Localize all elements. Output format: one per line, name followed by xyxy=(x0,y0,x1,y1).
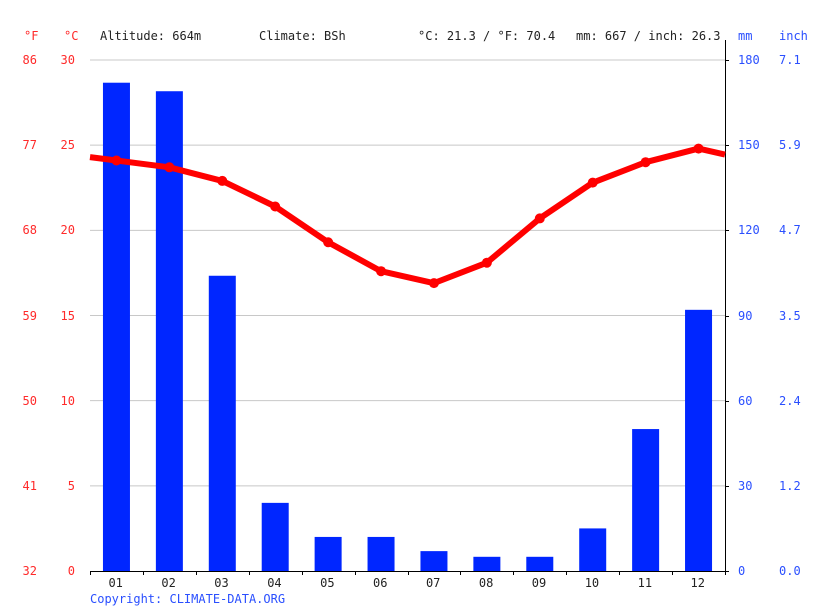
axis-tick-label: 0.0 xyxy=(779,564,801,578)
axis-tick-label: 5.9 xyxy=(779,138,801,153)
axis-tick-label: 25 xyxy=(60,138,75,153)
month-label: 05 xyxy=(320,576,335,590)
axis-tick-label: 60 xyxy=(738,393,753,408)
temperature-point xyxy=(640,157,651,168)
precipitation-bar xyxy=(685,309,713,571)
inch-unit-label: inch xyxy=(779,29,808,43)
temperature-point xyxy=(693,143,704,154)
axis-tick-label: 30 xyxy=(60,53,75,67)
axis-tick-label: 0 xyxy=(67,564,75,578)
temperature-point xyxy=(534,213,545,224)
precipitation-bar xyxy=(314,536,342,571)
temperature-line xyxy=(89,145,726,287)
axis-tick-label: 0 xyxy=(738,564,746,578)
month-label: 02 xyxy=(161,576,176,590)
annual-precipitation-label: mm: 667 / inch: 26.3 xyxy=(576,29,721,43)
month-label: 09 xyxy=(531,576,547,590)
axis-tick-label: 77 xyxy=(22,138,37,153)
temperature-point xyxy=(323,237,334,248)
temperature-point xyxy=(587,177,598,188)
temperature-point xyxy=(111,155,122,166)
axis-tick-label: 5 xyxy=(67,478,75,493)
precipitation-bar xyxy=(632,429,660,571)
axis-tick-label: 41 xyxy=(22,478,37,493)
temperature-point xyxy=(376,266,387,277)
temperature-point xyxy=(428,278,439,289)
axis-tick-label: 30 xyxy=(738,478,753,493)
celsius-unit-label: °C xyxy=(64,29,79,43)
axis-tick-label: 150 xyxy=(738,138,760,153)
axis-tick-label: 68 xyxy=(22,223,37,238)
temperature-point xyxy=(481,257,492,268)
month-label: 07 xyxy=(425,576,441,590)
mm-unit-label: mm xyxy=(738,29,753,43)
month-label: 11 xyxy=(637,576,653,590)
temperature-point xyxy=(270,201,281,212)
month-label: 03 xyxy=(214,576,229,590)
temperature-point xyxy=(217,175,228,186)
axis-tick-label: 86 xyxy=(22,53,37,67)
axis-tick-label: 1.2 xyxy=(779,478,801,493)
month-label: 01 xyxy=(108,576,123,590)
axis-tick-label: 120 xyxy=(738,223,760,238)
month-label: 04 xyxy=(267,576,282,590)
copyright-link[interactable]: Copyright: CLIMATE-DATA.ORG xyxy=(90,592,286,606)
axis-tick-label: 10 xyxy=(60,393,75,408)
precipitation-bar xyxy=(367,536,395,571)
axis-tick-label: 4.7 xyxy=(779,223,801,238)
altitude-label: Altitude: 664m xyxy=(100,29,202,43)
month-label: 08 xyxy=(478,576,494,590)
month-label: 10 xyxy=(584,576,600,590)
precipitation-bar xyxy=(579,528,607,571)
month-label: 06 xyxy=(373,576,388,590)
precipitation-bar xyxy=(261,502,289,571)
axis-tick-label: 15 xyxy=(60,308,75,323)
precipitation-bar xyxy=(208,275,236,571)
precipitation-bar xyxy=(473,556,501,571)
axis-tick-label: 180 xyxy=(738,53,760,67)
month-label: 12 xyxy=(690,576,705,590)
precipitation-bar xyxy=(526,556,554,571)
axis-tick-label: 7.1 xyxy=(779,53,801,67)
axis-tick-label: 90 xyxy=(738,308,753,323)
temperature-point xyxy=(164,162,175,173)
axis-tick-label: 50 xyxy=(22,393,37,408)
axis-tick-label: 59 xyxy=(22,308,37,323)
fahrenheit-unit-label: °F xyxy=(24,29,39,43)
precipitation-bar xyxy=(420,551,448,571)
axis-tick-label: 2.4 xyxy=(779,393,801,408)
axis-tick-label: 20 xyxy=(60,223,75,238)
axis-tick-label: 3.5 xyxy=(779,308,801,323)
climate-label: Climate: BSh xyxy=(259,29,346,43)
axis-tick-label: 32 xyxy=(22,564,37,578)
average-temperature-label: °C: 21.3 / °F: 70.4 xyxy=(418,29,556,43)
